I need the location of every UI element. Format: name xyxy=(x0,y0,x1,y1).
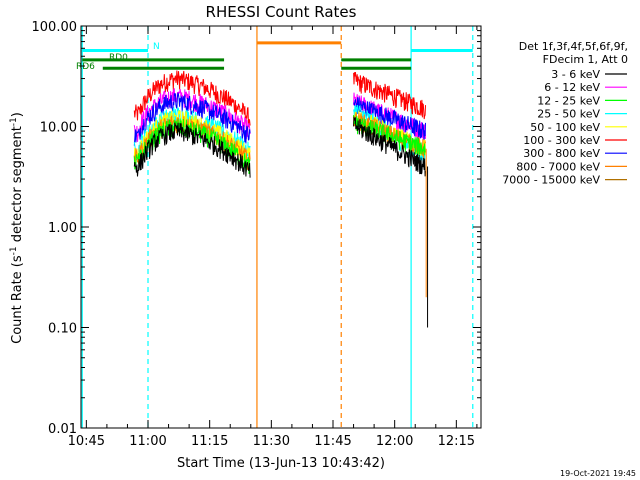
series-trace-1 xyxy=(133,70,426,128)
data-layer xyxy=(81,26,474,428)
y-tick-label-4: 0.10 xyxy=(48,322,77,337)
y-axis-label-sup2: -1 xyxy=(9,117,19,126)
y-tick-label-5: 0.01 xyxy=(48,422,77,437)
x-tick-label-6: 12:00 xyxy=(376,434,413,449)
y-axis-label-main: Count Rate (s xyxy=(10,255,25,344)
legend-header-line2: FDecim 1, Att 0 xyxy=(543,53,628,66)
x-tick-label-3: 11:15 xyxy=(191,434,228,449)
x-tick-label-5: 11:45 xyxy=(314,434,351,449)
y-axis-label-end: ) xyxy=(10,112,25,117)
x-tick-label-4: 11:30 xyxy=(253,434,290,449)
plot-date-footer: 19-Oct-2021 19:45 xyxy=(560,469,636,478)
y-tick-label-1: 100.00 xyxy=(32,20,78,35)
x-tick-label-7: 12:15 xyxy=(438,434,475,449)
x-axis-label: Start Time (13-Jun-13 10:43:42) xyxy=(177,456,385,471)
x-tick-label-1: 10:45 xyxy=(68,434,105,449)
legend-entry-label-3: 12 - 25 keV xyxy=(537,94,600,107)
legend-entry-label-8: 800 - 7000 keV xyxy=(516,160,600,173)
legend: Det 1f,3f,4f,5f,6f,9f, FDecim 1, Att 0 3… xyxy=(502,40,628,187)
y-tick-label-2: 10.00 xyxy=(40,121,77,136)
y-axis-label-mid: detector segment xyxy=(10,126,25,246)
x-tick-label-2: 11:00 xyxy=(129,434,166,449)
legend-entry-label-6: 100 - 300 keV xyxy=(523,134,600,147)
y-tick-label-3: 1.00 xyxy=(48,221,77,236)
flag-label-rd6: RD6 xyxy=(76,62,95,72)
legend-entry-label-2: 6 - 12 keV xyxy=(544,81,600,94)
y-axis-label: Count Rate (s-1 detector segment-1) xyxy=(9,112,25,344)
flag-label-n: N xyxy=(153,42,160,52)
legend-entry-label-5: 50 - 100 keV xyxy=(530,121,600,134)
legend-header-line1: Det 1f,3f,4f,5f,6f,9f, xyxy=(519,40,628,53)
legend-entry-label-1: 3 - 6 keV xyxy=(551,68,600,81)
chart-title: RHESSI Count Rates xyxy=(206,3,357,21)
y-axis-label-sup1: -1 xyxy=(9,246,19,255)
series-trace-8 xyxy=(133,116,426,178)
legend-entry-label-4: 25 - 50 keV xyxy=(537,108,600,121)
legend-entry-label-7: 300 - 800 keV xyxy=(523,147,600,160)
plot-frame xyxy=(80,25,482,429)
flag-label-rd0: RD0 xyxy=(109,53,128,63)
legend-entry-label-9: 7000 - 15000 keV xyxy=(502,174,600,187)
flag-layer: N RD0 RD6 xyxy=(76,41,473,72)
